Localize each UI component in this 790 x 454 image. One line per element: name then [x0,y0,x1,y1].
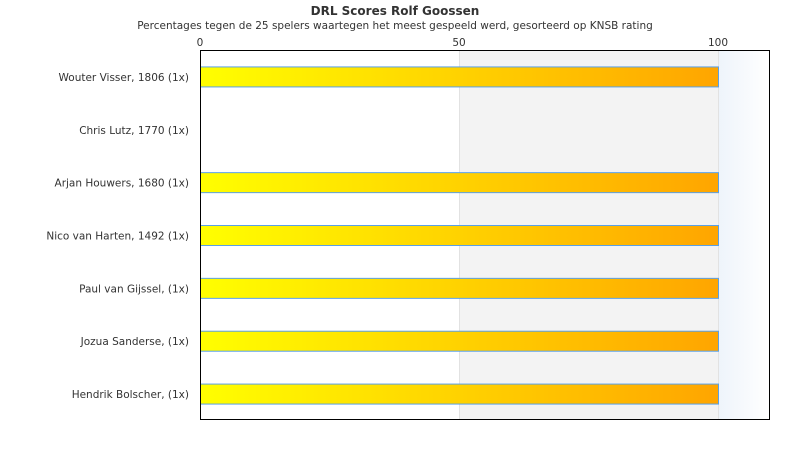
chart-subtitle: Percentages tegen de 25 spelers waartege… [137,20,653,32]
category-label: Jozua Sanderse, (1x) [80,336,189,348]
bar [200,225,719,246]
plot-band [718,50,770,420]
category-label: Nico van Harten, 1492 (1x) [46,231,189,243]
x-tick-label: 0 [197,37,204,49]
bar [200,172,719,194]
category-label: Paul van Gijssel, (1x) [79,283,189,295]
chart-title: DRL Scores Rolf Goossen [311,4,480,18]
category-label: Hendrik Bolscher, (1x) [72,389,189,401]
x-tick-label: 50 [452,37,465,49]
category-label: Arjan Houwers, 1680 (1x) [55,178,189,190]
bar [200,383,719,405]
bar [200,66,719,88]
category-label: Chris Lutz, 1770 (1x) [79,125,189,137]
plot-frame [200,50,770,420]
x-tick-label: 100 [708,37,728,49]
bar [200,330,719,352]
bar [200,277,719,299]
category-label: Wouter Visser, 1806 (1x) [59,72,190,84]
